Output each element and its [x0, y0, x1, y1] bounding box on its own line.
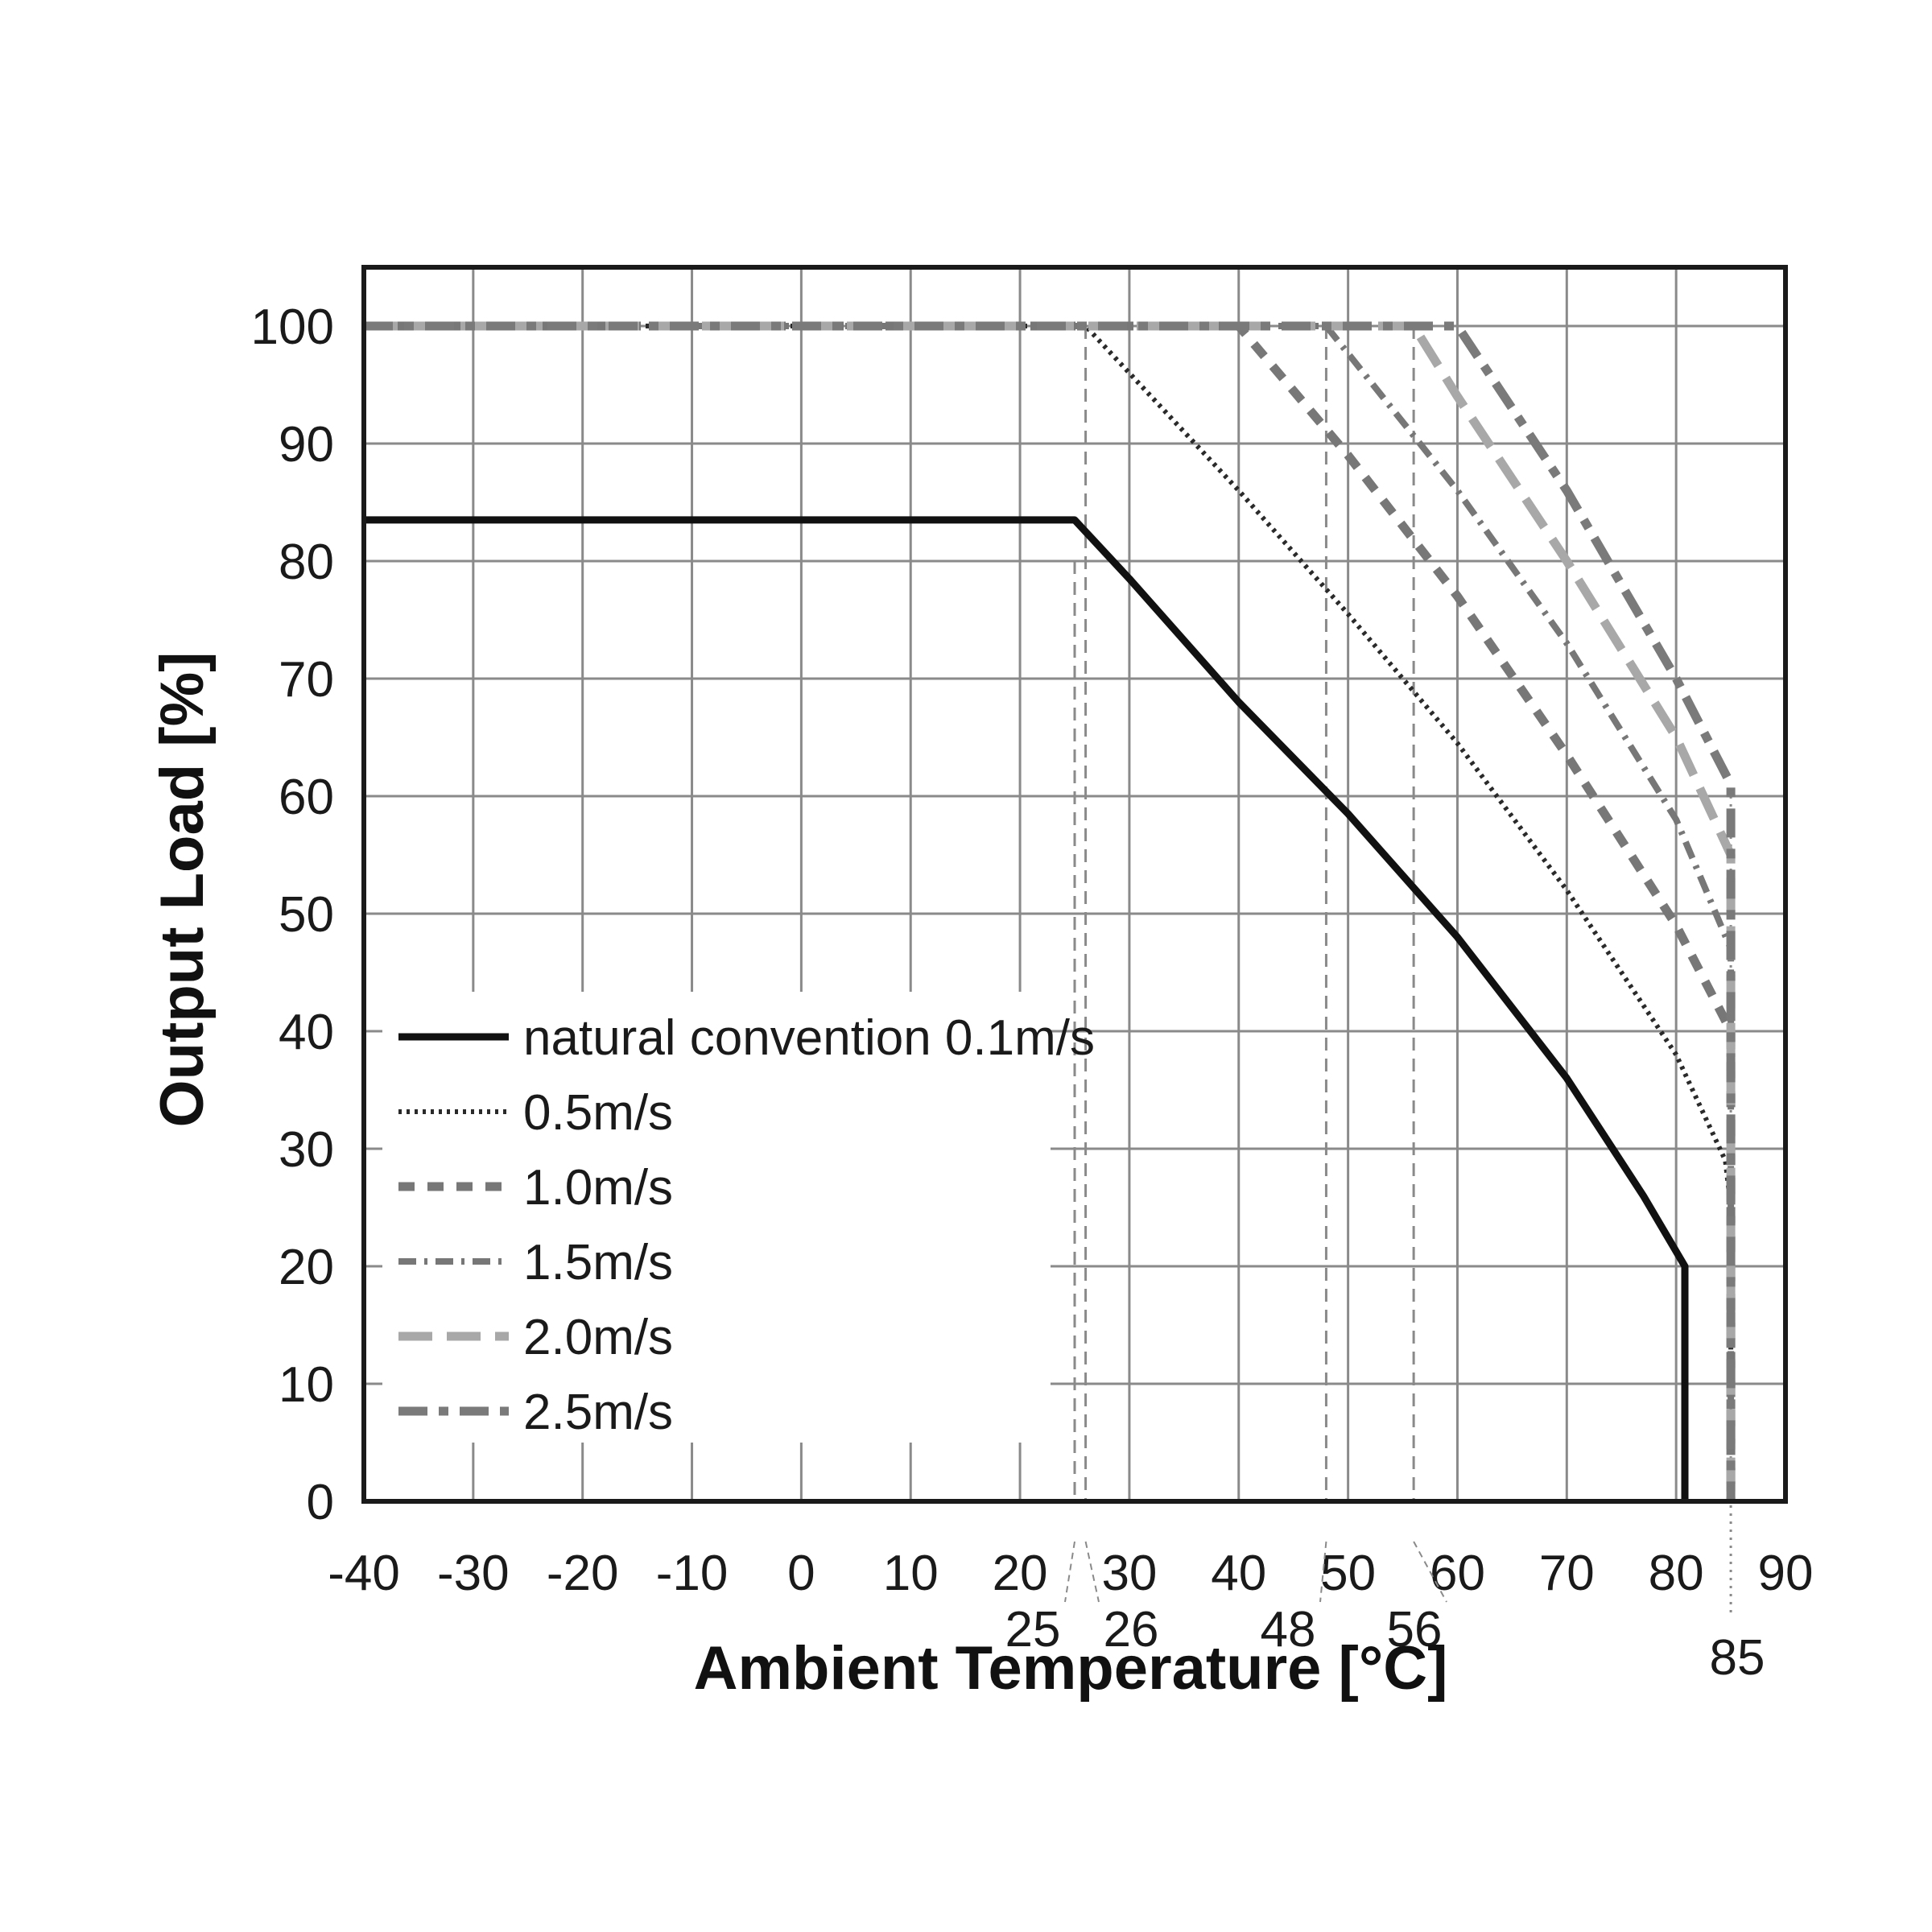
- legend-background: [382, 992, 1051, 1443]
- legend-label-4: 2.0m/s: [523, 1310, 673, 1365]
- x-tick-label: 30: [1101, 1546, 1157, 1601]
- marker-connector-26: [1084, 1541, 1100, 1603]
- plot-frame: [361, 265, 1788, 1504]
- legend-label-3: 1.5m/s: [523, 1235, 673, 1290]
- x-tick-label: 80: [1649, 1546, 1704, 1601]
- x-tick-label: 50: [1320, 1546, 1376, 1601]
- y-tick-label: 20: [279, 1240, 334, 1295]
- marker-connector-48: [1319, 1541, 1327, 1603]
- legend-label-1: 0.5m/s: [523, 1085, 673, 1141]
- marker-connector-56: [1413, 1541, 1447, 1603]
- x-tick-label: 90: [1758, 1546, 1814, 1601]
- x-tick-label: 40: [1211, 1546, 1266, 1601]
- marker-label-26: 26: [1104, 1602, 1159, 1657]
- y-tick-label: 100: [251, 299, 334, 355]
- legend-label-0: natural convention 0.1m/s: [523, 1010, 1095, 1066]
- y-tick-label: 70: [279, 652, 334, 708]
- legend-label-5: 2.5m/s: [523, 1385, 673, 1440]
- marker-connector-25: [1064, 1541, 1075, 1603]
- y-tick-label: 80: [279, 535, 334, 590]
- x-tick-label: -10: [656, 1546, 729, 1601]
- marker-label-25: 25: [1005, 1602, 1061, 1657]
- x-tick-label: -20: [547, 1546, 619, 1601]
- marker-label-56: 56: [1387, 1602, 1443, 1657]
- marker-label-48: 48: [1261, 1602, 1316, 1657]
- x-tick-label: 20: [993, 1546, 1048, 1601]
- legend-label-2: 1.0m/s: [523, 1160, 673, 1216]
- x-tick-label: 60: [1430, 1546, 1485, 1601]
- y-axis-ticks: 0 10 20 30 40 50 60 70 80 90 100: [251, 299, 334, 1530]
- y-tick-label: 50: [279, 887, 334, 943]
- y-tick-label: 30: [279, 1122, 334, 1178]
- legend: natural convention 0.1m/s 0.5m/s 1.0m/s 1.5…: [398, 1010, 1095, 1440]
- y-tick-label: 40: [279, 1005, 334, 1060]
- series-lines: [364, 321, 1736, 1501]
- x-tick-label: 0: [787, 1546, 815, 1601]
- y-tick-label: 90: [279, 417, 334, 473]
- marker-labels: 25 26 48 56 85: [1005, 1505, 1765, 1686]
- y-tick-label: 10: [279, 1357, 334, 1413]
- series-line-1: [364, 324, 1734, 1501]
- x-axis-ticks: -40 -30 -20 -10 0 10 20 30 40 50 60 70 80 90: [328, 1546, 1813, 1601]
- x-tick-label: -40: [328, 1546, 400, 1601]
- series-line-2: [364, 321, 1736, 1501]
- x-tick-label: -30: [437, 1546, 510, 1601]
- series-line-0: [364, 516, 1689, 1501]
- x-tick-label: 70: [1539, 1546, 1595, 1601]
- y-tick-label: 0: [307, 1475, 334, 1530]
- x-tick-label: 10: [883, 1546, 939, 1601]
- y-tick-label: 60: [279, 770, 334, 825]
- y-axis-title: Output Load [%]: [148, 652, 217, 1128]
- marker-label-85: 85: [1710, 1630, 1765, 1686]
- x-axis-title: Ambient Temperature [°C]: [694, 1634, 1448, 1703]
